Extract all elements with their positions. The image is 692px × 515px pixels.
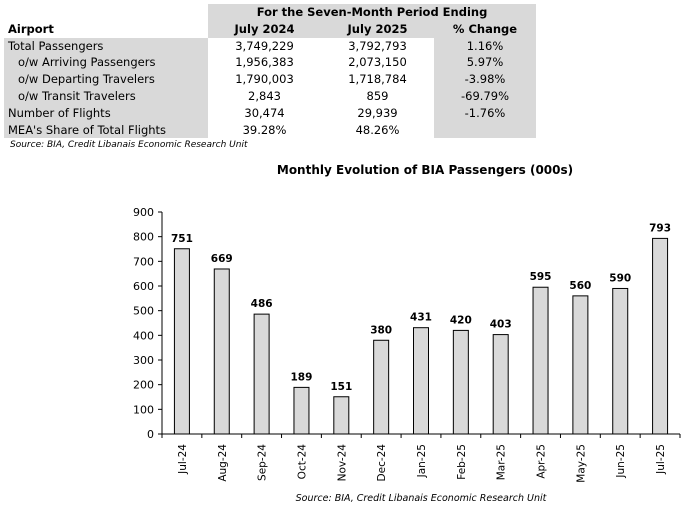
row-value-2024: 39.28% bbox=[242, 122, 287, 137]
data-label-Mar-25: 403 bbox=[490, 319, 512, 331]
data-label-Aug-24: 669 bbox=[211, 253, 233, 265]
x-tick-label-Feb-25: Feb-25 bbox=[456, 444, 468, 480]
row-label: MEA's Share of Total Flights bbox=[4, 121, 208, 139]
bar-Mar-25 bbox=[492, 334, 509, 435]
bar-Apr-25 bbox=[532, 286, 549, 435]
x-tick-label-Jun-25: Jun-25 bbox=[615, 444, 627, 479]
row-value-2024: 30,474 bbox=[244, 105, 285, 120]
column-header-0: Airport bbox=[8, 21, 54, 36]
row-value-2024: 1,790,003 bbox=[235, 72, 294, 87]
y-tick-label: 400 bbox=[133, 329, 154, 342]
data-label-Apr-25: 595 bbox=[530, 271, 552, 283]
bar-May-25 bbox=[572, 295, 589, 435]
bar-Sep-24 bbox=[253, 313, 270, 435]
table-row: o/w Departing Travelers 1,790,003 1,718,78… bbox=[4, 71, 536, 88]
table-row: Number of Flights 30,474 29,939 -1.76% bbox=[4, 104, 536, 122]
x-tick-label-Dec-24: Dec-24 bbox=[376, 444, 388, 482]
row-value-2025: 48.26% bbox=[355, 122, 400, 137]
table-source-note: Source: BIA, Credit Libanais Economic Re… bbox=[10, 140, 248, 150]
x-tick-label-Mar-25: Mar-25 bbox=[496, 444, 508, 480]
chart-source-note: Source: BIA, Credit Libanais Economic Re… bbox=[295, 493, 547, 504]
data-label-Jun-25: 590 bbox=[609, 272, 631, 284]
data-label-May-25: 560 bbox=[569, 280, 591, 292]
y-tick-label: 0 bbox=[147, 428, 154, 441]
data-label-Dec-24: 380 bbox=[370, 324, 392, 336]
row-label: o/w Arriving Passengers bbox=[4, 54, 208, 72]
x-tick-label-Sep-24: Sep-24 bbox=[257, 444, 269, 481]
x-tick-label-Jul-25: Jul-25 bbox=[655, 444, 667, 475]
row-value-2025: 29,939 bbox=[357, 105, 398, 120]
bar-Feb-25 bbox=[452, 329, 469, 435]
y-tick-label: 700 bbox=[133, 255, 154, 268]
table-header-span-row: For the Seven-Month Period Ending bbox=[4, 4, 536, 21]
table-row: Total Passengers 3,749,229 3,792,793 1.16% bbox=[4, 37, 536, 55]
column-header-3: % Change bbox=[434, 20, 536, 38]
bar-Jul-25 bbox=[652, 237, 669, 435]
row-percent-change: -3.98% bbox=[434, 71, 536, 88]
bar-Aug-24 bbox=[213, 268, 230, 435]
data-label-Sep-24: 486 bbox=[251, 298, 273, 310]
row-label: o/w Departing Travelers bbox=[4, 71, 208, 88]
y-tick-label: 100 bbox=[133, 403, 154, 416]
data-label-Oct-24: 189 bbox=[291, 371, 313, 383]
row-value-2024: 1,956,383 bbox=[235, 55, 294, 70]
data-label-Jan-25: 431 bbox=[410, 312, 432, 324]
table-row: MEA's Share of Total Flights 39.28% 48.26% bbox=[4, 121, 536, 139]
row-value-2025: 1,718,784 bbox=[348, 72, 407, 87]
data-label-Jul-25: 793 bbox=[649, 222, 671, 234]
x-tick-label-Jul-24: Jul-24 bbox=[177, 444, 189, 475]
row-label: Total Passengers bbox=[4, 37, 208, 55]
data-label-Feb-25: 420 bbox=[450, 314, 472, 326]
y-tick-label: 600 bbox=[133, 280, 154, 293]
row-percent-change bbox=[434, 121, 536, 139]
row-label: o/w Transit Travelers bbox=[4, 87, 208, 105]
row-value-2025: 3,792,793 bbox=[348, 38, 407, 53]
bar-Jul-24 bbox=[173, 248, 190, 435]
table-row: o/w Arriving Passengers 1,956,383 2,073,15… bbox=[4, 54, 536, 72]
bar-Jan-25 bbox=[413, 327, 429, 435]
column-header-2: July 2025 bbox=[321, 20, 434, 38]
row-value-2025: 2,073,150 bbox=[348, 55, 407, 70]
row-percent-change: 1.16% bbox=[434, 37, 536, 55]
bar-Dec-24 bbox=[373, 339, 390, 435]
y-tick-label: 500 bbox=[133, 305, 154, 318]
data-label-Jul-24: 751 bbox=[171, 233, 193, 245]
table-column-header-row: Airport July 2024 July 2025% Change bbox=[4, 20, 536, 38]
bar-Nov-24 bbox=[333, 396, 350, 435]
x-tick-label-May-25: May-25 bbox=[575, 444, 587, 483]
row-percent-change: -1.76% bbox=[434, 104, 536, 122]
x-tick-label-Apr-25: Apr-25 bbox=[536, 444, 548, 479]
row-label: Number of Flights bbox=[4, 104, 208, 122]
y-tick-label: 800 bbox=[133, 231, 154, 244]
airport-stats-table: For the Seven-Month Period Ending Airport… bbox=[4, 4, 536, 139]
chart-title: Monthly Evolution of BIA Passengers (000… bbox=[276, 163, 574, 177]
data-label-Nov-24: 151 bbox=[330, 381, 352, 393]
y-tick-label: 300 bbox=[133, 354, 154, 367]
row-value-2025: 859 bbox=[366, 88, 389, 103]
x-tick-label-Jan-25: Jan-25 bbox=[416, 444, 428, 478]
row-percent-change: -69.79% bbox=[434, 87, 536, 105]
row-percent-change: 5.97% bbox=[434, 54, 536, 72]
bar-Jun-25 bbox=[612, 287, 629, 435]
y-tick-label: 200 bbox=[133, 379, 154, 392]
y-tick-label: 900 bbox=[133, 206, 154, 219]
table-header-span: For the Seven-Month Period Ending bbox=[208, 4, 536, 21]
row-value-2024: 3,749,229 bbox=[235, 38, 294, 53]
column-header-1: July 2024 bbox=[208, 20, 321, 38]
bar-Oct-24 bbox=[293, 386, 310, 435]
x-tick-label-Oct-24: Oct-24 bbox=[296, 444, 308, 480]
row-value-2024: 2,843 bbox=[248, 88, 281, 103]
table-row: o/w Transit Travelers 2,843 859 -69.79% bbox=[4, 87, 536, 105]
x-tick-label-Nov-24: Nov-24 bbox=[336, 444, 348, 482]
x-tick-label-Aug-24: Aug-24 bbox=[217, 444, 229, 482]
